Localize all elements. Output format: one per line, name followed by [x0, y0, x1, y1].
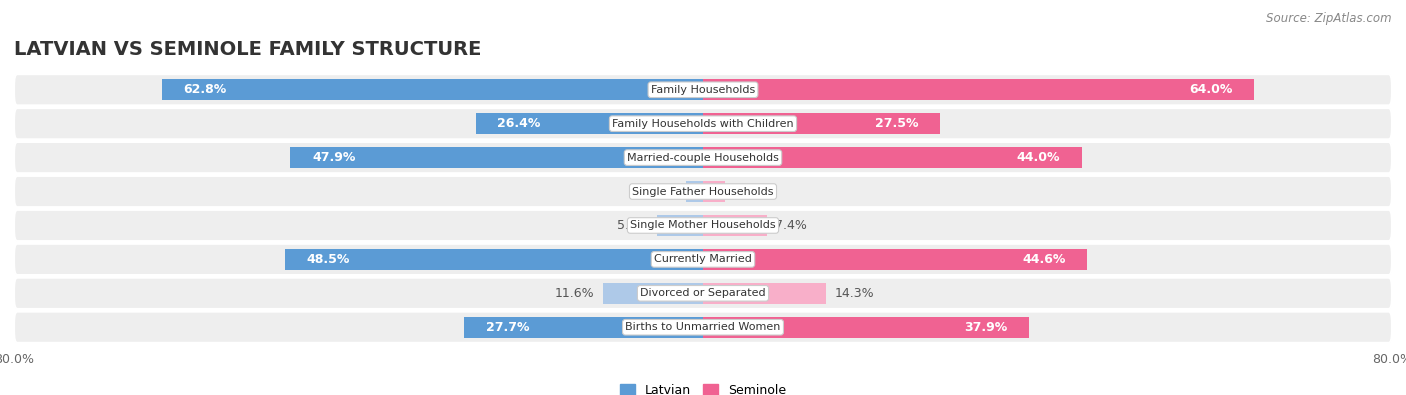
- Text: 5.3%: 5.3%: [617, 219, 648, 232]
- Text: Married-couple Households: Married-couple Households: [627, 152, 779, 163]
- Text: Single Mother Households: Single Mother Households: [630, 220, 776, 230]
- Bar: [162, 79, 703, 100]
- Legend: Latvian, Seminole: Latvian, Seminole: [614, 379, 792, 395]
- Bar: [703, 283, 827, 304]
- FancyBboxPatch shape: [14, 108, 1392, 139]
- Text: 62.8%: 62.8%: [184, 83, 226, 96]
- Bar: [464, 317, 703, 338]
- Bar: [658, 215, 703, 236]
- Text: 2.6%: 2.6%: [734, 185, 766, 198]
- Text: Source: ZipAtlas.com: Source: ZipAtlas.com: [1267, 12, 1392, 25]
- Text: 26.4%: 26.4%: [498, 117, 540, 130]
- Text: LATVIAN VS SEMINOLE FAMILY STRUCTURE: LATVIAN VS SEMINOLE FAMILY STRUCTURE: [14, 40, 481, 59]
- Text: 7.4%: 7.4%: [775, 219, 807, 232]
- Text: 37.9%: 37.9%: [965, 321, 1008, 334]
- Text: Family Households: Family Households: [651, 85, 755, 95]
- Bar: [291, 147, 703, 168]
- Text: 27.7%: 27.7%: [486, 321, 530, 334]
- Text: 44.6%: 44.6%: [1022, 253, 1066, 266]
- Text: 27.5%: 27.5%: [875, 117, 918, 130]
- Bar: [475, 113, 703, 134]
- Text: 2.0%: 2.0%: [645, 185, 678, 198]
- Bar: [703, 215, 766, 236]
- Bar: [703, 249, 1087, 270]
- Text: Currently Married: Currently Married: [654, 254, 752, 264]
- FancyBboxPatch shape: [14, 142, 1392, 173]
- FancyBboxPatch shape: [14, 74, 1392, 105]
- Bar: [703, 317, 1029, 338]
- FancyBboxPatch shape: [14, 176, 1392, 207]
- Text: Family Households with Children: Family Households with Children: [612, 118, 794, 129]
- FancyBboxPatch shape: [14, 210, 1392, 241]
- Bar: [703, 79, 1254, 100]
- Text: 44.0%: 44.0%: [1017, 151, 1060, 164]
- Text: 64.0%: 64.0%: [1189, 83, 1233, 96]
- Text: Births to Unmarried Women: Births to Unmarried Women: [626, 322, 780, 332]
- Bar: [603, 283, 703, 304]
- Bar: [703, 113, 939, 134]
- Text: 14.3%: 14.3%: [835, 287, 875, 300]
- Bar: [686, 181, 703, 202]
- Bar: [703, 181, 725, 202]
- Text: 48.5%: 48.5%: [307, 253, 350, 266]
- FancyBboxPatch shape: [14, 278, 1392, 309]
- FancyBboxPatch shape: [14, 244, 1392, 275]
- Bar: [703, 147, 1083, 168]
- Text: Divorced or Separated: Divorced or Separated: [640, 288, 766, 298]
- Text: 11.6%: 11.6%: [555, 287, 595, 300]
- Text: 47.9%: 47.9%: [312, 151, 356, 164]
- Bar: [285, 249, 703, 270]
- FancyBboxPatch shape: [14, 312, 1392, 343]
- Text: Single Father Households: Single Father Households: [633, 186, 773, 197]
